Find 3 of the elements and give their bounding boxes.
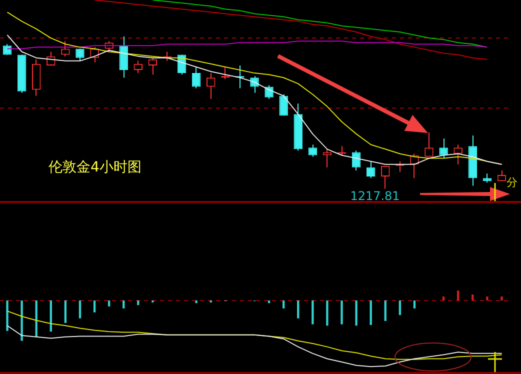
annotation: 分 bbox=[506, 176, 518, 189]
annotation: 伦敦金4小时图 bbox=[48, 160, 142, 176]
text: 1217.81 bbox=[350, 189, 400, 204]
